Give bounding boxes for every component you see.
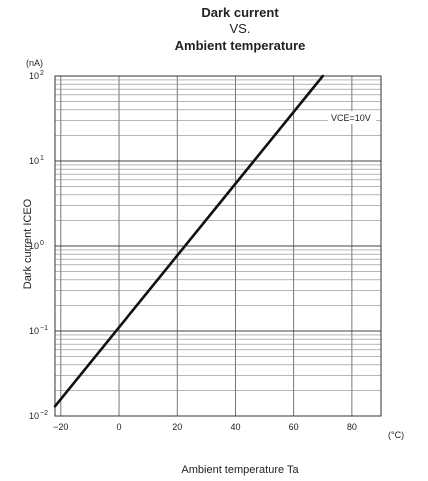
y-tick-label: 10 [29, 156, 39, 166]
y-tick-label: 10 [29, 411, 39, 421]
plot-frame [54, 75, 382, 417]
series-line [53, 74, 325, 408]
x-tick-label: 40 [230, 422, 240, 432]
x-tick-label: 60 [289, 422, 299, 432]
x-unit-label: (°C) [388, 430, 404, 440]
y-tick-exponent: −1 [40, 325, 48, 332]
chart-title-line-2: VS. [230, 21, 251, 36]
x-tick-label: 20 [172, 422, 182, 432]
y-tick-exponent: 2 [40, 70, 44, 77]
y-unit-label: (nA) [26, 58, 43, 68]
y-tick-label: 10 [29, 326, 39, 336]
chart-title-line-3: Ambient temperature [175, 38, 306, 53]
x-tick-label: −20 [53, 422, 68, 432]
vce-annotation: VCE=10V [328, 111, 376, 124]
y-tick-label: 10 [29, 241, 39, 251]
annotation-text: VCE=10V [331, 113, 371, 123]
x-tick-label: 80 [347, 422, 357, 432]
y-tick-exponent: −2 [40, 410, 48, 417]
x-tick-label: 0 [117, 422, 122, 432]
x-axis-label: Ambient temperature Ta [181, 464, 299, 476]
chart-title-line-1: Dark current [201, 5, 279, 20]
y-tick-exponent: 0 [40, 240, 44, 247]
series [53, 74, 325, 408]
y-tick-exponent: 1 [40, 155, 44, 162]
grid [55, 75, 381, 417]
y-axis-label: Dark current ICEO [22, 198, 34, 289]
annotation-backdrop [328, 111, 376, 124]
y-tick-label: 10 [29, 71, 39, 81]
